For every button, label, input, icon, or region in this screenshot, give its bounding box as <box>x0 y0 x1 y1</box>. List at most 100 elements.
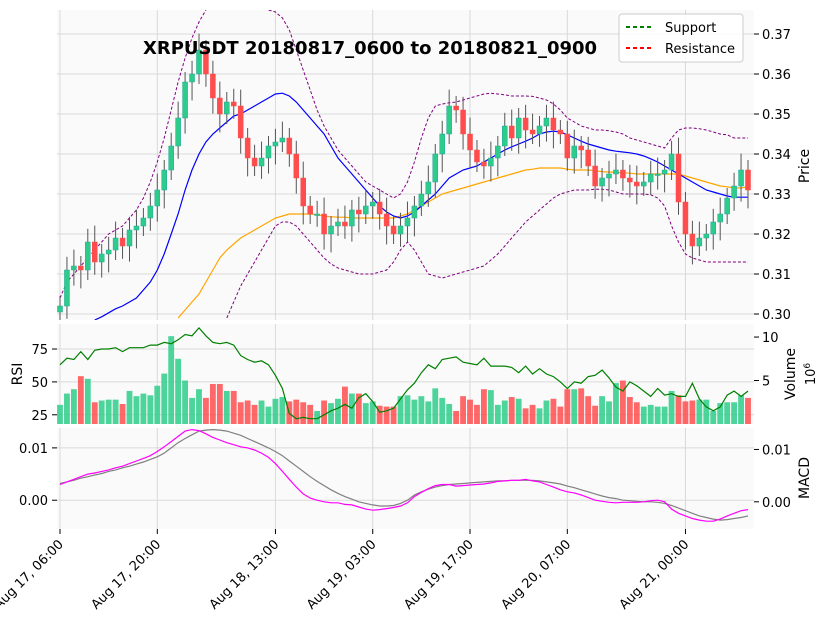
candle <box>564 120 571 171</box>
candle-body <box>363 205 369 215</box>
legend-support-label: Support <box>665 21 716 36</box>
candle-body <box>474 149 480 163</box>
legend-resistance-label: Resistance <box>665 42 735 57</box>
volume-bar <box>508 397 515 424</box>
candle <box>161 160 167 209</box>
candle <box>349 200 355 242</box>
candle <box>390 216 397 244</box>
volume-bar <box>64 393 70 424</box>
rsi-y-tick-label: 25 <box>31 409 48 424</box>
candle-body <box>599 177 605 187</box>
candle <box>592 149 598 199</box>
candle <box>599 168 605 202</box>
candle-body <box>71 265 77 271</box>
candle-body <box>745 169 751 191</box>
candle-body <box>321 213 327 235</box>
candle <box>78 256 84 289</box>
volume-bar <box>439 397 446 424</box>
volume-bar <box>77 376 84 424</box>
candle-body <box>453 105 459 111</box>
volume-bar <box>633 402 640 424</box>
macd-lines-layer <box>59 428 749 522</box>
candle-body <box>307 205 313 215</box>
candle <box>64 256 70 319</box>
candle <box>738 153 744 202</box>
candle <box>230 88 237 119</box>
candle-body <box>258 157 265 167</box>
candle <box>279 121 286 152</box>
candle <box>251 144 258 176</box>
candle-body <box>390 225 397 235</box>
volume-bar <box>543 400 550 424</box>
volume-bar <box>487 390 494 424</box>
candle <box>675 137 682 215</box>
candle-body <box>460 109 466 135</box>
candle-body <box>647 173 654 183</box>
volume-bar <box>70 389 77 424</box>
candle-body <box>112 237 119 251</box>
volume-bar <box>362 403 369 424</box>
volume-bar <box>425 401 432 424</box>
candle-body <box>703 233 710 239</box>
volume-bar <box>216 384 223 424</box>
volume-bar <box>453 410 460 424</box>
volume-bar <box>258 400 265 424</box>
candle <box>647 160 654 195</box>
candle <box>91 225 98 275</box>
candle-body <box>175 117 181 147</box>
candle-body <box>404 217 411 227</box>
volume-bar <box>661 406 668 424</box>
volume-bar <box>279 397 286 424</box>
candle <box>522 104 529 149</box>
candle <box>237 89 244 154</box>
candle <box>550 101 557 149</box>
macd-line <box>59 428 749 522</box>
candle <box>57 296 63 320</box>
candle <box>175 101 181 159</box>
price-y-tick-label: 0.33 <box>762 188 791 203</box>
candle <box>383 197 390 245</box>
candle-body <box>411 205 418 219</box>
candle-body <box>286 137 293 155</box>
volume-bar <box>98 400 105 424</box>
candle <box>224 92 230 124</box>
volume-bar <box>237 402 244 424</box>
candle-body <box>300 177 306 207</box>
volume-bar <box>272 398 279 424</box>
candle <box>467 117 473 169</box>
volume-bar <box>745 397 751 424</box>
volume-bar <box>321 400 327 424</box>
candle <box>147 192 154 231</box>
volume-bar <box>682 401 689 424</box>
x-tick-label: Aug 20, 07:00 <box>499 537 575 613</box>
candle <box>571 129 578 174</box>
volume-bar <box>474 404 480 424</box>
candle <box>585 136 591 176</box>
candle <box>529 113 536 144</box>
candle-body <box>578 145 584 151</box>
candle <box>745 160 751 209</box>
candle <box>536 116 543 147</box>
candle-body <box>696 237 703 247</box>
candle-body <box>230 101 237 107</box>
candle-body <box>119 237 126 247</box>
candle <box>453 96 459 123</box>
candle-body <box>182 81 188 119</box>
candle <box>508 109 515 151</box>
candle <box>314 200 320 227</box>
candle <box>668 140 675 180</box>
rsi-y-tick-label: 75 <box>31 343 48 358</box>
candle-body <box>481 161 487 167</box>
candle-body <box>140 217 147 227</box>
volume-bar <box>84 378 91 424</box>
candle <box>613 153 619 184</box>
candle-body <box>710 221 717 235</box>
candle-body <box>571 145 578 159</box>
candle-body <box>272 141 279 147</box>
candle-body <box>78 265 84 271</box>
volume-bar <box>460 396 466 424</box>
candle <box>369 192 376 219</box>
candle-body <box>126 229 133 247</box>
candle-body <box>508 125 515 139</box>
